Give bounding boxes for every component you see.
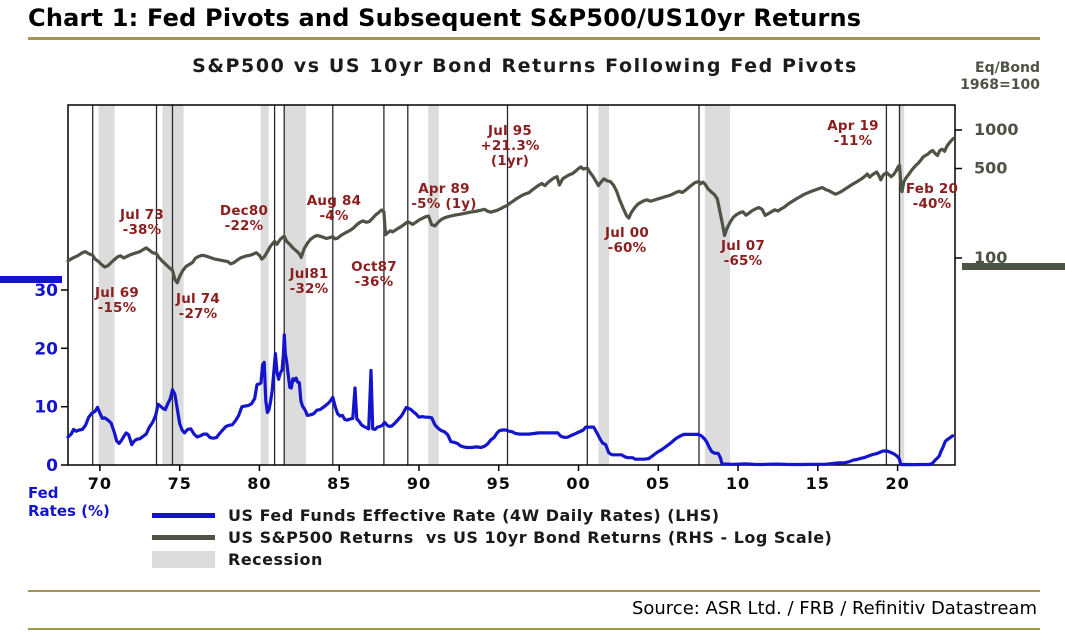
eqbond-line: [66, 136, 956, 285]
left-tick-label: 0: [46, 456, 58, 476]
left-tick-label: 30: [34, 281, 58, 301]
x-tick-label: 05: [646, 474, 670, 493]
pivot-annotation: Feb 20 -40%: [906, 181, 958, 212]
recession-band: [598, 105, 610, 465]
fed-funds-line: [66, 333, 955, 467]
pivot-annotation: Jul 00 -60%: [604, 225, 649, 256]
x-tick-label: 90: [407, 474, 431, 493]
x-tick-label: 70: [88, 474, 112, 493]
pivot-annotation: Oct87 -36%: [351, 259, 397, 290]
right-axis-title: Eq/Bond 1968=100: [960, 60, 1040, 94]
x-tick-label: 20: [885, 474, 909, 493]
x-tick-label: 00: [566, 474, 590, 493]
pivot-annotation: Jul 74 -27%: [175, 291, 220, 322]
x-tick-label: 80: [247, 474, 271, 493]
right-axis-title-line2: 1968=100: [960, 77, 1040, 93]
left-tick-label: 20: [34, 339, 58, 359]
source-credit: Source: ASR Ltd. / FRB / Refinitiv Datas…: [631, 598, 1037, 619]
pivot-annotation: Aug 84 -4%: [307, 193, 361, 224]
recession-band: [898, 105, 905, 465]
left-tick-label: 10: [34, 398, 58, 418]
right-tick-label: 1000: [974, 120, 1019, 139]
legend: US Fed Funds Effective Rate (4W Daily Ra…: [152, 504, 832, 570]
x-tick-label: 75: [168, 474, 192, 493]
recession-swatch: [152, 550, 215, 568]
fed-funds-line-swatch: [152, 512, 215, 518]
pivot-annotation: Jul 07 -65%: [720, 238, 765, 269]
legend-label-eqbond: US S&P500 Returns vs US 10yr Bond Return…: [228, 527, 833, 547]
x-tick-label: 85: [327, 474, 351, 493]
pivot-annotation: Jul81 -32%: [288, 266, 328, 297]
top-divider: [28, 37, 1040, 40]
pivot-annotation: Apr 89 -5% (1y): [411, 181, 476, 212]
recession-band: [704, 105, 731, 465]
x-tick-label: 15: [806, 474, 830, 493]
legend-label-fed: US Fed Funds Effective Rate (4W Daily Ra…: [228, 505, 720, 525]
left-axis-title: Fed Rates (%): [28, 484, 110, 520]
page-title: Chart 1: Fed Pivots and Subsequent S&P50…: [28, 4, 862, 32]
left-axis-title-line1: Fed: [28, 484, 59, 502]
right-axis-marker: [962, 263, 1065, 270]
plot-border: [67, 104, 956, 466]
left-axis-title-line2: Rates (%): [28, 502, 110, 520]
pivot-annotation: Dec80 -22%: [220, 203, 268, 234]
legend-row-fed: US Fed Funds Effective Rate (4W Daily Ra…: [152, 504, 832, 526]
footer-divider-bottom: [28, 628, 1040, 630]
pivot-annotation: Jul 95 +21.3% (1yr): [480, 123, 540, 169]
legend-label-recession: Recession: [228, 549, 323, 569]
legend-row-recession: Recession: [152, 548, 832, 570]
eqbond-line-swatch: [152, 534, 215, 540]
pivot-annotation: Apr 19 -11%: [827, 118, 878, 149]
x-tick-label: 10: [726, 474, 750, 493]
recession-band: [284, 105, 306, 465]
right-tick-label: 100: [974, 248, 1007, 267]
recession-band: [428, 105, 439, 465]
x-tick-label: 95: [487, 474, 511, 493]
recession-band: [98, 105, 115, 465]
pivot-annotation: Jul 69 -15%: [94, 285, 139, 316]
footer-divider-top: [28, 590, 1040, 592]
recession-band: [260, 105, 269, 465]
legend-row-eqbond: US S&P500 Returns vs US 10yr Bond Return…: [152, 526, 832, 548]
right-tick-label: 500: [974, 159, 1007, 178]
right-axis-title-line1: Eq/Bond: [975, 60, 1040, 76]
left-axis-marker: [0, 276, 62, 283]
chart-title: S&P500 vs US 10yr Bond Returns Following…: [192, 55, 858, 77]
pivot-annotation: Jul 73 -38%: [119, 207, 164, 238]
